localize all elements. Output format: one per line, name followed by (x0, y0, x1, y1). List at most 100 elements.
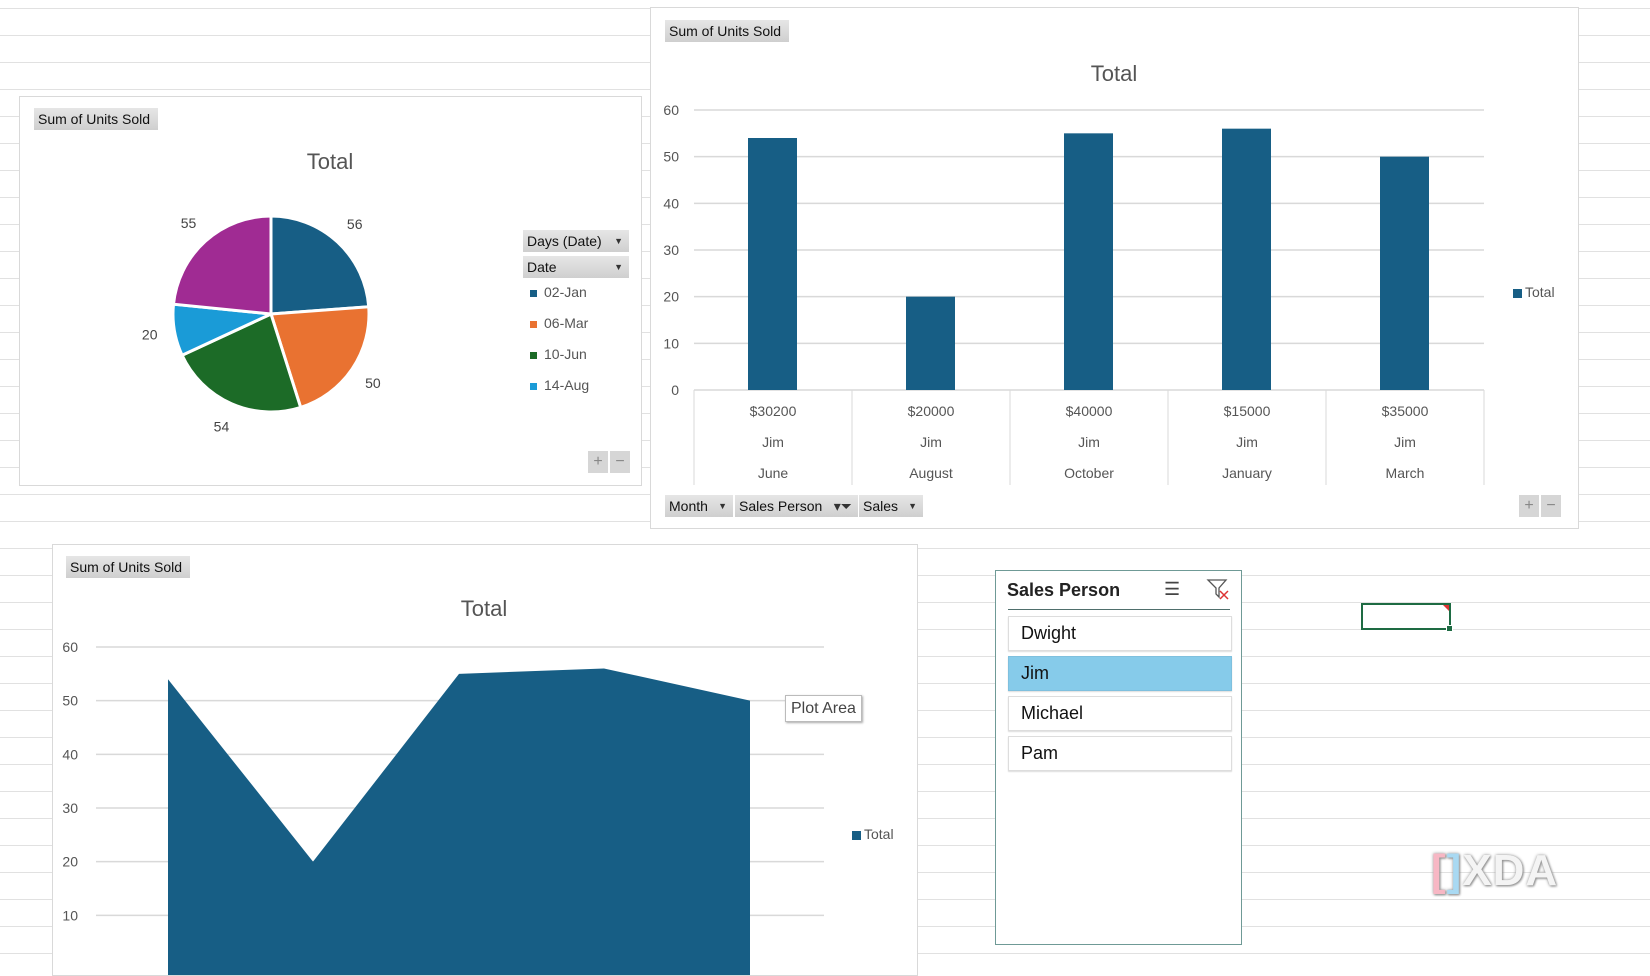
x-tick-label: $15000 (1224, 403, 1271, 419)
legend-total: Total (852, 826, 894, 842)
sales-person-button[interactable]: Sales Person ▾⏷ (735, 495, 858, 517)
date-label: Date (527, 259, 557, 275)
x-tick-label: October (1064, 465, 1114, 481)
legend-label: 14-Aug (544, 377, 590, 393)
y-tick-label: 50 (62, 693, 78, 709)
expand-plus-button[interactable]: + (1519, 495, 1539, 517)
clear-filter-icon[interactable] (1206, 577, 1230, 601)
legend-label: Total (1525, 284, 1555, 300)
x-tick-label: Jim (762, 434, 784, 450)
x-tick-label: $30200 (750, 403, 797, 419)
legend-swatch (852, 830, 861, 840)
pie-slice (180, 311, 303, 414)
chart-title: Total (1090, 61, 1138, 86)
multi-select-icon[interactable]: ☰ (1164, 579, 1181, 599)
pie-slice (171, 214, 273, 316)
fill-handle[interactable] (1446, 625, 1453, 632)
bar (1222, 128, 1271, 390)
x-tick-label: Jim (920, 434, 942, 450)
y-tick-label: 60 (663, 102, 679, 118)
month-button[interactable]: Month ▼ (665, 495, 733, 517)
chart-title: Total (306, 149, 354, 174)
y-tick-label: 0 (671, 382, 679, 398)
days-date-label: Days (Date) (527, 233, 602, 249)
month-label: Month (669, 498, 708, 514)
pie-chart-panel[interactable]: Sum of Units Sold Total 56 50 54 20 55 Days … (19, 96, 642, 486)
sales-button[interactable]: Sales ▼ (859, 495, 923, 517)
sum-of-units-sold-button[interactable]: Sum of Units Sold (665, 20, 789, 42)
x-tick-label: March (1386, 465, 1425, 481)
dropdown-arrow-icon: ▼ (908, 501, 917, 511)
y-tick-label: 60 (62, 639, 78, 655)
legend-item: 06-Mar (530, 315, 588, 331)
area-series (168, 668, 750, 975)
x-tick-label: $35000 (1382, 403, 1429, 419)
legend-label: 06-Mar (544, 315, 589, 331)
bar-plot[interactable]: 0 10 20 30 40 50 60 $30200 Jim June $20000 Jim Augus… (651, 8, 1578, 528)
y-tick-label: 10 (62, 907, 78, 923)
sales-person-label: Sales Person (739, 498, 823, 514)
y-tick-label: 30 (663, 242, 679, 258)
dropdown-arrow-icon: ▼ (614, 262, 623, 272)
selected-cell[interactable] (1361, 603, 1453, 632)
data-label: 55 (181, 215, 197, 231)
days-date-button[interactable]: Days (Date) ▼ (523, 230, 629, 252)
y-tick-label: 10 (663, 335, 679, 351)
legend-swatch (530, 351, 537, 359)
legend-total: Total (1513, 284, 1555, 300)
x-tick-label: Jim (1394, 434, 1416, 450)
expand-plus-button[interactable]: + (588, 451, 608, 473)
sum-of-units-sold-button[interactable]: Sum of Units Sold (34, 108, 158, 130)
xda-watermark-logo: []XDA (1431, 846, 1559, 895)
legend-item: 14-Aug (530, 377, 589, 393)
legend-item: 02-Jan (530, 284, 587, 300)
y-tick-label: 20 (62, 854, 78, 870)
comment-indicator-icon (1443, 605, 1449, 611)
collapse-minus-button[interactable]: − (1541, 495, 1561, 517)
collapse-minus-button[interactable]: − (610, 451, 630, 473)
x-tick-label: January (1222, 465, 1272, 481)
bar (748, 138, 797, 390)
slicer-item-michael[interactable]: Michael (1008, 696, 1232, 731)
slicer-item-pam[interactable]: Pam (1008, 736, 1232, 771)
sales-label: Sales (863, 498, 899, 514)
expand-collapse-buttons: + − (1519, 495, 1561, 517)
legend-label: 02-Jan (544, 284, 587, 300)
y-tick-label: 40 (62, 746, 78, 762)
x-tick-label: August (909, 465, 953, 481)
y-tick-label: 30 (62, 800, 78, 816)
bar (1064, 133, 1113, 390)
plot-area-tooltip: Plot Area (785, 695, 862, 722)
data-label: 20 (142, 326, 158, 342)
legend-item: 10-Jun (530, 346, 587, 362)
bar (906, 296, 955, 390)
y-tick-label: 40 (663, 195, 679, 211)
bar (1380, 156, 1429, 390)
slicer-title: Sales Person (1007, 580, 1121, 600)
data-label: 50 (365, 375, 381, 391)
bar-chart-panel[interactable]: Sum of Units Sold Total 0 10 20 30 40 50 60 $30… (650, 7, 1579, 529)
legend-swatch (530, 382, 537, 390)
legend-label: Total (864, 826, 894, 842)
slicer-item-jim[interactable]: Jim (1008, 656, 1232, 691)
x-tick-label: Jim (1078, 434, 1100, 450)
sum-of-units-sold-button[interactable]: Sum of Units Sold (66, 556, 190, 578)
slicer-item-dwight[interactable]: Dwight (1008, 616, 1232, 651)
data-label: 54 (214, 419, 230, 435)
sales-person-slicer[interactable]: Sales Person ☰ Dwight Jim Michael Pam (995, 570, 1242, 945)
dropdown-arrow-icon: ▼ (718, 501, 727, 511)
area-plot[interactable]: 10 20 30 40 50 60 (53, 545, 917, 975)
slicer-header-divider (1008, 609, 1230, 610)
legend-label: 10-Jun (544, 346, 587, 362)
pie-plot[interactable]: 56 50 54 20 55 (20, 97, 641, 485)
y-tick-label: 50 (663, 149, 679, 165)
date-button[interactable]: Date ▼ (523, 256, 629, 278)
x-tick-label: $20000 (908, 403, 955, 419)
chart-title: Total (460, 596, 508, 621)
x-tick-label: Jim (1236, 434, 1258, 450)
expand-collapse-buttons: + − (588, 451, 630, 473)
area-chart-panel[interactable]: Sum of Units Sold Total 10 20 30 40 50 60 Plo… (52, 544, 918, 976)
legend-swatch (1513, 288, 1522, 298)
pie-slice (268, 305, 371, 410)
y-tick-label: 20 (663, 289, 679, 305)
